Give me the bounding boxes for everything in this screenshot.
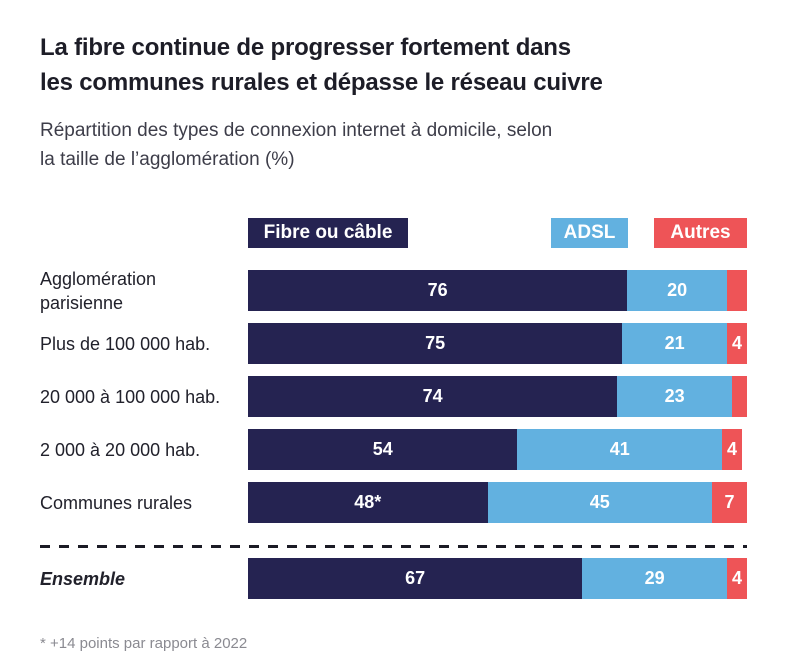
segment-autres (727, 270, 747, 311)
segment-adsl: 20 (627, 270, 728, 311)
segment-value: 48* (354, 492, 382, 512)
bar-row-2000-a-20000: 2 000 à 20 000 hab. 54 41 4 (40, 429, 757, 470)
bar-row-communes-rurales: Communes rurales 48* 45 7 (40, 482, 757, 523)
legend-item-autres: Autres (654, 218, 747, 248)
segment-value: 75 (425, 333, 446, 353)
chart-subtitle-line2: la taille de l’agglomération (%) (40, 149, 295, 170)
bar-track: 54 41 4 (248, 429, 747, 470)
segment-fibre: 48* (248, 482, 488, 523)
chart-subtitle-line1: Répartition des types de connexion inter… (40, 120, 553, 141)
segment-value: 21 (664, 333, 685, 353)
segment-value: 4 (727, 439, 738, 459)
segment-value: 4 (732, 333, 743, 353)
segment-value: 4 (732, 568, 743, 588)
segment-value: 20 (667, 280, 688, 300)
segment-autres: 7 (712, 482, 747, 523)
segment-value: 67 (405, 568, 426, 588)
segment-fibre: 74 (248, 376, 618, 417)
segment-adsl: 41 (517, 429, 723, 470)
bar-row-ensemble: Ensemble 67 29 4 (40, 558, 757, 599)
chart-title: La fibre continue de progresser fortemen… (40, 30, 757, 100)
segment-autres: 4 (722, 429, 742, 470)
segment-fibre: 75 (248, 323, 623, 364)
segment-value: 45 (589, 492, 610, 512)
legend-item-adsl: ADSL (551, 218, 628, 248)
segment-value: 54 (372, 439, 393, 459)
segment-value: 76 (427, 280, 448, 300)
legend-label-autres: Autres (670, 222, 731, 243)
segment-value: 29 (644, 568, 665, 588)
bar-chart: Agglomération parisienne 76 20 Plus de 1… (40, 269, 757, 599)
segment-autres: 4 (727, 558, 747, 599)
bar-track: 74 23 (248, 376, 747, 417)
chart-title-line2: les communes rurales et dépasse le résea… (40, 69, 603, 96)
segment-fibre: 54 (248, 429, 518, 470)
category-label-ensemble: Ensemble (40, 568, 126, 589)
legend-label-adsl: ADSL (563, 222, 616, 243)
bar-row-agglomeration-parisienne: Agglomération parisienne 76 20 (40, 269, 757, 313)
segment-value: 41 (609, 439, 630, 459)
bar-track: 67 29 4 (248, 558, 747, 599)
category-label: Communes rurales (40, 492, 193, 513)
bar-row-20000-a-100000: 20 000 à 100 000 hab. 74 23 (40, 376, 757, 417)
chart-subtitle: Répartition des types de connexion inter… (40, 116, 757, 174)
segment-adsl: 45 (487, 482, 713, 523)
category-label: Plus de 100 000 hab. (40, 333, 211, 354)
dashed-divider (40, 545, 747, 548)
category-label: Agglomération parisienne (40, 268, 157, 313)
segment-fibre: 76 (248, 270, 628, 311)
chart-title-line1: La fibre continue de progresser fortemen… (40, 34, 571, 61)
bar-track: 75 21 4 (248, 323, 747, 364)
segment-autres (732, 376, 747, 417)
segment-adsl: 21 (622, 323, 728, 364)
category-label: 20 000 à 100 000 hab. (40, 386, 221, 407)
segment-value: 23 (664, 386, 685, 406)
segment-fibre: 67 (248, 558, 583, 599)
chart-legend: Fibre ou câble ADSL Autres (248, 218, 747, 248)
segment-adsl: 29 (582, 558, 728, 599)
legend-item-fibre: Fibre ou câble (248, 218, 408, 248)
footnote: * +14 points par rapport à 2022 (40, 635, 248, 652)
bar-row-plus-de-100000: Plus de 100 000 hab. 75 21 4 (40, 323, 757, 364)
legend-label-fibre: Fibre ou câble (263, 222, 393, 243)
bar-track: 76 20 (248, 270, 747, 311)
segment-autres: 4 (727, 323, 747, 364)
bar-track: 48* 45 7 (248, 482, 747, 523)
segment-adsl: 23 (617, 376, 733, 417)
category-label: 2 000 à 20 000 hab. (40, 439, 201, 460)
segment-value: 74 (422, 386, 443, 406)
segment-value: 7 (724, 492, 735, 512)
